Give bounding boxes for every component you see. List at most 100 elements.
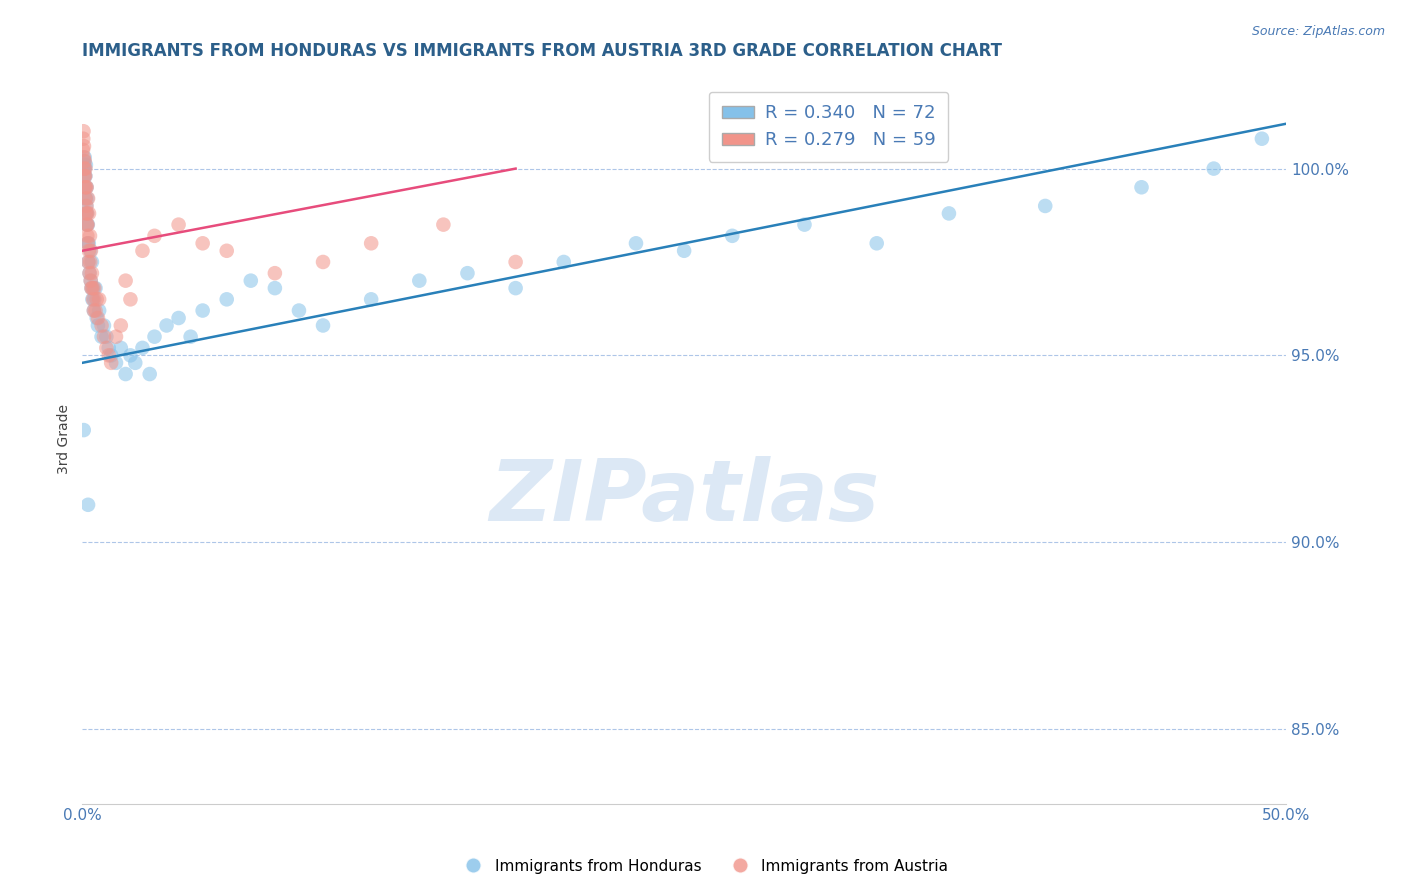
Point xyxy=(288,303,311,318)
Point xyxy=(73,180,96,194)
Point xyxy=(80,266,103,280)
Point xyxy=(84,303,107,318)
Point xyxy=(721,228,744,243)
Point xyxy=(120,293,142,307)
Point xyxy=(866,236,889,251)
Legend: R = 0.340   N = 72, R = 0.279   N = 59: R = 0.340 N = 72, R = 0.279 N = 59 xyxy=(709,92,948,161)
Point xyxy=(75,180,97,194)
Point xyxy=(75,199,97,213)
Point xyxy=(97,341,120,355)
Point xyxy=(73,154,96,169)
Point xyxy=(80,244,103,258)
Point xyxy=(73,169,96,183)
Point xyxy=(138,367,160,381)
Point xyxy=(75,169,97,183)
Point xyxy=(793,218,815,232)
Point xyxy=(360,236,382,251)
Point xyxy=(80,274,103,288)
Point xyxy=(104,356,127,370)
Point xyxy=(73,169,96,183)
Point xyxy=(143,228,166,243)
Point xyxy=(76,236,98,251)
Point xyxy=(110,318,132,333)
Point xyxy=(76,206,98,220)
Text: ZIPatlas: ZIPatlas xyxy=(489,456,879,539)
Point xyxy=(79,266,101,280)
Point xyxy=(75,206,97,220)
Point xyxy=(110,341,132,355)
Point xyxy=(553,255,575,269)
Point xyxy=(72,124,94,138)
Point xyxy=(1130,180,1153,194)
Point xyxy=(76,180,98,194)
Point xyxy=(456,266,478,280)
Point xyxy=(83,281,105,295)
Point xyxy=(77,206,100,220)
Point xyxy=(87,311,110,326)
Point xyxy=(624,236,647,251)
Point xyxy=(86,311,108,326)
Legend: Immigrants from Honduras, Immigrants from Austria: Immigrants from Honduras, Immigrants fro… xyxy=(451,853,955,880)
Point xyxy=(79,228,101,243)
Point xyxy=(215,244,238,258)
Point xyxy=(73,161,96,176)
Point xyxy=(143,329,166,343)
Point xyxy=(75,158,97,172)
Point xyxy=(72,161,94,176)
Point xyxy=(77,255,100,269)
Point xyxy=(673,244,696,258)
Point xyxy=(87,318,110,333)
Point xyxy=(93,329,115,343)
Point xyxy=(131,341,153,355)
Point xyxy=(75,206,97,220)
Point xyxy=(180,329,202,343)
Point xyxy=(191,303,214,318)
Point xyxy=(76,228,98,243)
Point xyxy=(77,244,100,258)
Point xyxy=(79,255,101,269)
Point xyxy=(76,218,98,232)
Point xyxy=(73,154,96,169)
Point xyxy=(96,329,118,343)
Text: Source: ZipAtlas.com: Source: ZipAtlas.com xyxy=(1251,25,1385,38)
Point xyxy=(80,255,103,269)
Point xyxy=(90,329,112,343)
Point xyxy=(360,293,382,307)
Point xyxy=(82,293,104,307)
Point xyxy=(75,180,97,194)
Point xyxy=(131,244,153,258)
Point xyxy=(432,218,454,232)
Point xyxy=(77,236,100,251)
Point xyxy=(75,192,97,206)
Point xyxy=(79,244,101,258)
Point xyxy=(215,293,238,307)
Point xyxy=(100,356,122,370)
Point xyxy=(73,161,96,176)
Point xyxy=(82,281,104,295)
Point xyxy=(1251,132,1274,146)
Point xyxy=(312,318,335,333)
Point xyxy=(505,255,527,269)
Point xyxy=(76,218,98,232)
Point xyxy=(114,274,136,288)
Point xyxy=(167,311,190,326)
Point xyxy=(96,341,118,355)
Point xyxy=(73,150,96,164)
Point xyxy=(408,274,430,288)
Point xyxy=(73,423,96,437)
Point xyxy=(77,498,100,512)
Point xyxy=(82,281,104,295)
Point xyxy=(120,348,142,362)
Point xyxy=(76,218,98,232)
Point xyxy=(76,180,98,194)
Point xyxy=(89,293,111,307)
Point xyxy=(83,303,105,318)
Point xyxy=(80,281,103,295)
Point xyxy=(100,348,122,362)
Point xyxy=(155,318,177,333)
Point xyxy=(938,206,960,220)
Point xyxy=(76,218,98,232)
Point xyxy=(89,303,111,318)
Point xyxy=(83,293,105,307)
Point xyxy=(76,236,98,251)
